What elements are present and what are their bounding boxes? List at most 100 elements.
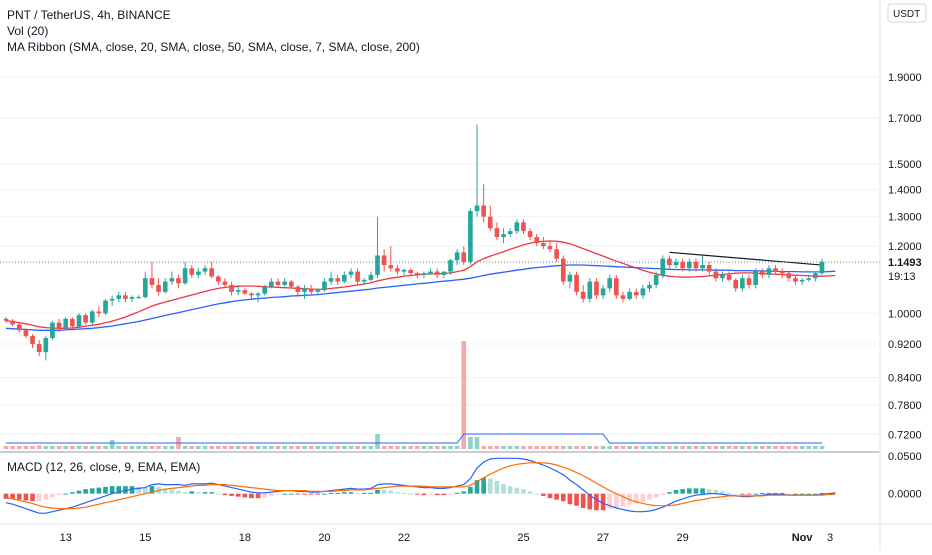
volume-bar — [726, 446, 732, 449]
volume-bar — [793, 446, 798, 449]
macd-histogram-bar — [574, 493, 579, 506]
volume-bar — [541, 446, 546, 449]
volume-bar — [454, 446, 460, 449]
macd-histogram-bar — [229, 493, 234, 496]
volume-bar — [733, 446, 739, 449]
candle — [481, 184, 486, 223]
volume-bars — [3, 341, 825, 449]
candle-body — [381, 255, 387, 266]
macd-histogram-bar — [720, 491, 725, 494]
macd-histogram-bar — [527, 491, 533, 494]
candle — [468, 208, 473, 266]
candle-body — [660, 258, 666, 275]
macd-histogram-bar — [335, 492, 341, 494]
macd-histogram-bar — [660, 493, 666, 496]
volume-bar — [63, 446, 69, 449]
macd-histogram-bar — [162, 489, 168, 494]
price-axis[interactable]: 1.9000 1.7000 1.5000 1.4000 1.3000 1.2000 1.00… — [879, 0, 932, 550]
macd-histogram-bar — [215, 493, 221, 495]
ma-ribbon-indicator-label[interactable]: MA Ribbon (SMA, close, 20, SMA, close, 5… — [7, 40, 420, 54]
candle — [773, 265, 778, 275]
price-tick-label: 0.7200 — [888, 429, 922, 441]
candle-body — [215, 276, 221, 282]
volume-bar — [242, 446, 248, 449]
volume-bar — [288, 446, 294, 449]
candle-body — [653, 274, 659, 285]
currency-badge: USDT — [893, 9, 920, 20]
volume-bar — [773, 446, 778, 449]
candle — [295, 284, 301, 296]
macd-histogram-bar — [448, 493, 453, 495]
candle-body — [222, 281, 228, 285]
macd-histogram-bar — [149, 486, 155, 494]
macd-histogram-bar — [547, 493, 553, 499]
candle-body — [720, 274, 725, 279]
volume-indicator-label[interactable]: Vol (20) — [7, 24, 49, 38]
macd-tick-label: 0.0500 — [888, 451, 922, 463]
candle — [348, 268, 354, 279]
candle-body — [202, 268, 208, 272]
macd-histogram-bar — [713, 489, 719, 494]
candle — [501, 228, 506, 244]
macd-histogram-bar — [773, 492, 778, 494]
macd-indicator-label[interactable]: MACD (12, 26, close, 9, EMA, EMA) — [7, 460, 201, 474]
symbol-title[interactable]: PNT / TetherUS, 4h, BINANCE — [7, 8, 171, 22]
candle — [229, 281, 234, 296]
candle-body — [594, 281, 599, 296]
candle — [156, 278, 161, 296]
candle — [30, 334, 35, 349]
candle — [96, 306, 102, 318]
macd-pane[interactable] — [3, 457, 836, 514]
candle-body — [282, 281, 287, 285]
macd-histogram-bar — [706, 489, 712, 494]
volume-bar — [348, 446, 354, 449]
volume-bar — [255, 446, 261, 449]
macd-histogram-bar — [36, 493, 42, 502]
volume-bar — [414, 446, 420, 449]
candle — [554, 243, 559, 262]
volume-bar — [574, 446, 579, 449]
candle-body — [315, 290, 321, 292]
candle — [461, 246, 467, 266]
volume-bar — [381, 446, 387, 449]
candle-body — [587, 281, 593, 299]
time-axis[interactable]: 13 15 18 20 22 25 27 29 Nov 3 — [0, 523, 932, 544]
candle-body — [83, 315, 88, 323]
time-tick-label: Nov — [792, 532, 814, 544]
candle — [202, 265, 208, 275]
candle-body — [229, 284, 234, 292]
macd-histogram-bar — [315, 493, 321, 495]
candle — [50, 320, 55, 341]
candle-body — [574, 274, 579, 292]
macd-histogram-bar — [434, 493, 440, 496]
candle — [580, 284, 586, 303]
volume-bar — [408, 446, 414, 449]
candle — [149, 261, 155, 289]
candle-body — [733, 279, 739, 289]
candle — [541, 237, 546, 250]
volume-bar — [667, 446, 672, 449]
candle — [474, 124, 480, 217]
volume-bar — [786, 446, 792, 449]
candle-body — [162, 281, 168, 292]
candle-body — [328, 278, 334, 282]
macd-histogram-bar — [474, 480, 480, 494]
volume-bar — [620, 446, 626, 449]
macd-histogram-bar — [388, 490, 394, 494]
macd-histogram-bar — [647, 493, 652, 500]
macd-histogram-bar — [176, 490, 181, 494]
volume-bar — [614, 446, 619, 449]
candle-body — [16, 324, 22, 331]
volume-bar — [819, 446, 825, 449]
candle-body — [620, 295, 626, 299]
volume-bar — [494, 446, 500, 449]
candle — [786, 271, 792, 282]
volume-bar — [388, 446, 394, 449]
candle — [335, 274, 341, 285]
price-tick-label: 1.7000 — [888, 113, 922, 125]
candlesticks[interactable] — [3, 124, 825, 361]
volume-bar — [103, 446, 108, 449]
candle-body — [322, 281, 327, 291]
